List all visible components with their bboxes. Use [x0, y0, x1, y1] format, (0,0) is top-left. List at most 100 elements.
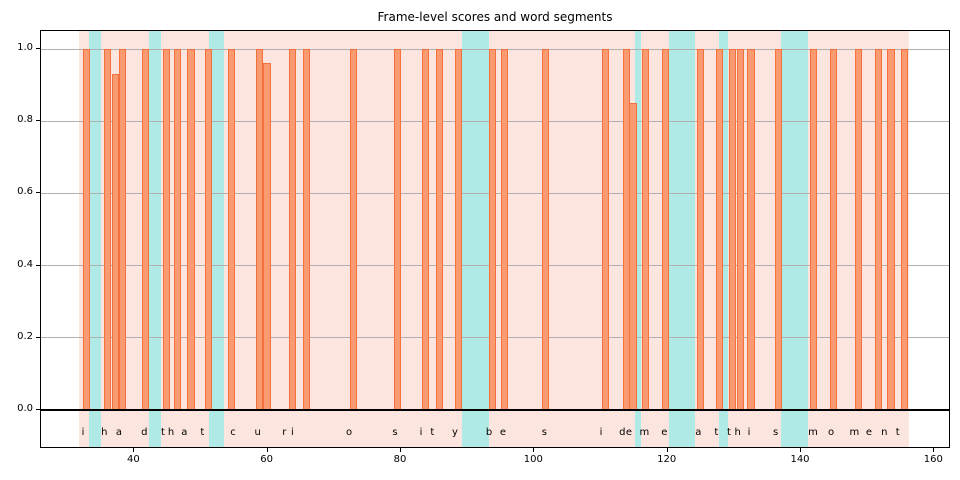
score-bar — [736, 49, 744, 410]
score-bar — [436, 49, 444, 410]
y-tick-label: 0.8 — [17, 114, 33, 126]
x-tick-label: 40 — [126, 454, 140, 465]
score-bar — [854, 49, 862, 410]
char-label: y — [452, 427, 458, 438]
score-bar — [542, 49, 550, 410]
score-bar — [112, 74, 120, 410]
x-tick-label: 100 — [523, 454, 543, 465]
y-tick-mark — [36, 336, 40, 338]
char-label: n — [881, 427, 888, 438]
gap-span — [149, 31, 161, 447]
x-tick-label: 140 — [790, 454, 810, 465]
x-tick-label: 120 — [657, 454, 677, 465]
char-label: a — [115, 427, 123, 438]
char-label: m — [639, 427, 650, 438]
y-tick-mark — [36, 120, 40, 122]
x-tick-label: 60 — [260, 454, 274, 465]
score-bar — [716, 49, 724, 410]
x-tick-label: 160 — [923, 454, 943, 465]
score-bar — [104, 49, 112, 410]
score-bar — [696, 49, 704, 410]
score-bar — [263, 63, 271, 410]
char-label: e — [661, 427, 668, 438]
x-tick-mark — [800, 448, 801, 452]
char-label: a — [695, 427, 702, 438]
score-bar — [602, 49, 610, 410]
char-label: b — [485, 427, 493, 438]
score-bar — [394, 49, 402, 410]
score-bar — [142, 49, 150, 410]
score-bar — [747, 49, 755, 410]
char-label: a — [181, 427, 188, 438]
y-tick-label: 0.2 — [17, 330, 33, 342]
score-bar — [642, 49, 650, 410]
y-tick-label: 1.0 — [17, 42, 33, 54]
y-tick-mark — [36, 264, 40, 266]
char-label: t — [200, 427, 205, 438]
score-bar — [302, 49, 310, 410]
zero-baseline — [41, 409, 949, 411]
char-label: o — [827, 427, 835, 438]
score-bar — [900, 49, 908, 410]
gap-span — [462, 31, 489, 447]
char-label: m — [808, 427, 818, 438]
score-bar — [488, 49, 496, 410]
y-tick-mark — [36, 409, 40, 410]
char-label: h — [101, 427, 108, 438]
chart-title: Frame-level scores and word segments — [377, 10, 613, 24]
char-label: t — [727, 427, 731, 438]
char-label: s — [392, 427, 398, 438]
score-bar — [500, 49, 508, 410]
char-label: r — [282, 427, 287, 438]
y-tick-label: 0.6 — [17, 186, 33, 198]
score-bar — [629, 103, 637, 410]
char-label: d — [619, 427, 626, 438]
char-label: i — [81, 427, 85, 438]
char-label: o — [345, 427, 353, 438]
char-label: d — [141, 427, 148, 438]
char-label: i — [419, 427, 423, 438]
y-tick-mark — [36, 48, 40, 50]
char-label: u — [254, 427, 261, 438]
score-bar — [82, 49, 90, 410]
x-tick-label: 80 — [393, 454, 407, 465]
x-tick-mark — [533, 448, 535, 452]
char-label: s — [541, 427, 547, 438]
x-tick-mark — [666, 448, 668, 452]
char-label: t — [714, 427, 719, 438]
gap-span — [781, 31, 808, 447]
char-label: i — [747, 427, 751, 438]
score-bar — [874, 49, 882, 410]
x-tick-mark — [133, 448, 135, 452]
score-bar — [162, 49, 170, 410]
score-bar — [728, 49, 736, 410]
score-bar — [810, 49, 818, 410]
score-bar — [288, 49, 296, 410]
char-label: e — [625, 427, 633, 438]
y-tick-label: 0.4 — [17, 258, 33, 270]
x-tick-mark — [266, 448, 268, 452]
char-label: i — [290, 427, 294, 438]
score-bar — [256, 49, 264, 410]
score-bar — [830, 49, 838, 410]
char-label: t — [430, 427, 435, 438]
char-label: e — [499, 427, 507, 438]
score-bar — [204, 49, 212, 410]
gap-span — [635, 31, 641, 447]
score-bar — [454, 49, 462, 410]
char-label: s — [773, 427, 779, 438]
score-bar — [887, 49, 895, 410]
score-bar — [350, 49, 358, 410]
x-tick-mark — [400, 448, 401, 452]
gap-span — [719, 31, 728, 447]
score-bar — [662, 49, 670, 410]
char-label: i — [599, 427, 603, 438]
gap-span — [209, 31, 224, 447]
score-bar — [774, 49, 782, 410]
char-label: t — [161, 427, 165, 438]
char-label: h — [734, 427, 741, 438]
score-bar — [228, 49, 236, 410]
x-tick-mark — [933, 448, 935, 452]
